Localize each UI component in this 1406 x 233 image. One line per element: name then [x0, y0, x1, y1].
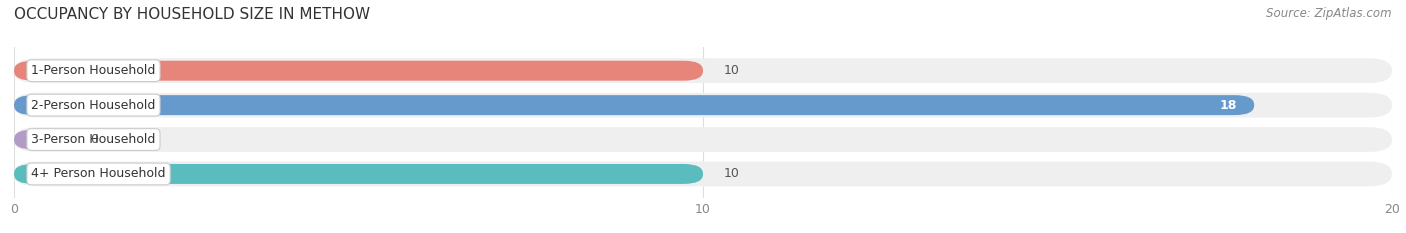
Text: 10: 10 — [724, 168, 740, 180]
Text: OCCUPANCY BY HOUSEHOLD SIZE IN METHOW: OCCUPANCY BY HOUSEHOLD SIZE IN METHOW — [14, 7, 370, 22]
FancyBboxPatch shape — [14, 58, 1392, 83]
FancyBboxPatch shape — [14, 164, 703, 184]
Text: 3-Person Household: 3-Person Household — [31, 133, 156, 146]
Text: 2-Person Household: 2-Person Household — [31, 99, 156, 112]
FancyBboxPatch shape — [14, 93, 1392, 117]
Text: 4+ Person Household: 4+ Person Household — [31, 168, 166, 180]
FancyBboxPatch shape — [14, 161, 1392, 186]
FancyBboxPatch shape — [14, 61, 703, 81]
Text: 0: 0 — [90, 133, 98, 146]
Text: 18: 18 — [1219, 99, 1237, 112]
Text: 10: 10 — [724, 64, 740, 77]
FancyBboxPatch shape — [14, 130, 69, 150]
Text: 1-Person Household: 1-Person Household — [31, 64, 156, 77]
FancyBboxPatch shape — [14, 127, 1392, 152]
FancyBboxPatch shape — [14, 95, 1254, 115]
Text: Source: ZipAtlas.com: Source: ZipAtlas.com — [1267, 7, 1392, 20]
